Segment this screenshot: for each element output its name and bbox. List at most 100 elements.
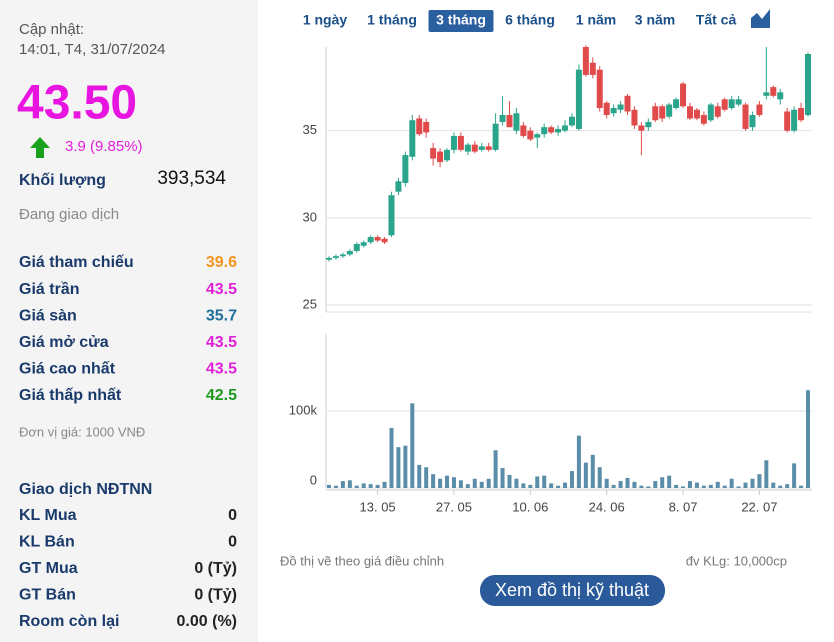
candle-body — [485, 146, 492, 150]
volume-bar — [368, 484, 373, 488]
volume-bar — [792, 463, 797, 488]
volume-bar — [757, 474, 762, 488]
tech-chart-button[interactable]: Xem đồ thị kỹ thuật — [480, 575, 665, 606]
candle-body — [527, 130, 534, 140]
volume-bar — [667, 475, 672, 488]
candle-body — [777, 92, 784, 100]
candle-body — [506, 114, 513, 128]
tab[interactable]: 3 năm — [635, 12, 675, 28]
volume-bar — [583, 462, 588, 488]
candle-body — [603, 102, 610, 115]
candle-body — [805, 53, 811, 115]
candle-body — [437, 151, 444, 163]
updated-time: 14:01, T4, 31/07/2024 — [19, 41, 166, 58]
volume-bar — [445, 475, 450, 488]
candle-body — [784, 111, 791, 131]
tab[interactable]: 1 năm — [576, 12, 616, 28]
candle-body — [423, 121, 430, 133]
candle-body — [444, 149, 451, 161]
volume-bar — [424, 467, 429, 488]
candle-body — [728, 99, 735, 109]
candle-body — [686, 106, 693, 119]
candle-body — [409, 120, 416, 157]
chart-icon[interactable] — [750, 8, 772, 30]
candle-body — [721, 99, 728, 110]
candle-body — [450, 135, 457, 150]
candle-body — [631, 109, 638, 126]
volume-bar — [771, 482, 776, 488]
volume-bar — [417, 464, 422, 488]
unit-note: Đơn vị giá: 1000 VNĐ — [19, 424, 145, 439]
y-tick-label: 0 — [310, 472, 317, 487]
volume-bar — [604, 478, 609, 488]
tab[interactable]: 6 tháng — [505, 12, 555, 28]
candle-body — [666, 104, 673, 117]
candle-body — [402, 155, 409, 183]
y-tick-label: 30 — [303, 209, 317, 224]
x-tick-label: 22. 07 — [741, 499, 777, 514]
button-bg — [480, 575, 665, 606]
updated-label: Cập nhật: — [19, 21, 84, 38]
tab[interactable]: 1 tháng — [367, 12, 417, 28]
volume-bar — [472, 478, 477, 488]
volume-bar — [542, 475, 547, 488]
candle-body — [791, 109, 798, 131]
volume-bar — [479, 481, 484, 488]
candle-body — [610, 108, 617, 114]
candle-body — [360, 242, 367, 246]
footnote-left: Đồ thị vẽ theo giá điều chỉnh — [280, 553, 444, 568]
tab[interactable]: Tất cả — [696, 12, 737, 28]
volume-bar — [340, 481, 345, 488]
candle-body — [534, 134, 541, 138]
candle-body — [714, 106, 721, 117]
volume-bar — [563, 482, 568, 488]
volume-bar — [590, 454, 595, 488]
volume-bar — [354, 485, 359, 488]
volume-bar — [722, 485, 727, 488]
candle-body — [520, 125, 527, 136]
candle-body — [659, 106, 666, 119]
volume-bar — [375, 484, 380, 488]
tab[interactable]: 1 ngày — [303, 12, 348, 28]
stat-label: Giá sàn — [19, 307, 77, 324]
foreign-label: GT Bán — [19, 587, 76, 604]
volume-bar — [396, 447, 401, 488]
volume-bar — [327, 484, 331, 488]
volume-bar — [778, 485, 783, 488]
candle-body — [735, 99, 742, 105]
candle-body — [513, 113, 520, 131]
candle-body — [339, 254, 346, 257]
volume-bar — [708, 484, 713, 488]
volume-bar — [431, 474, 436, 488]
candle-body — [798, 108, 805, 121]
y-tick-label: 100k — [289, 402, 318, 417]
candle-body — [416, 118, 423, 135]
volume-bar — [438, 478, 443, 488]
volume-bar — [701, 485, 706, 488]
volume-bar — [729, 478, 734, 488]
y-tick-label: 25 — [303, 296, 317, 311]
stat-value: 43.5 — [206, 361, 237, 378]
candle-body — [367, 237, 374, 243]
stat-label: Giá tham chiếu — [19, 254, 134, 271]
volume-bar — [493, 450, 498, 488]
volume-bar — [486, 478, 491, 488]
candle-body — [555, 128, 562, 133]
candle-body — [457, 135, 464, 150]
volume-bar — [785, 484, 790, 488]
candle-body — [624, 95, 631, 112]
volume-bar — [535, 476, 540, 488]
candle-body — [388, 195, 395, 236]
candle-body — [499, 114, 506, 122]
volume-bar — [806, 390, 810, 488]
x-tick-label: 27. 05 — [436, 499, 472, 514]
volume-bar — [618, 481, 623, 488]
volume-bar — [799, 485, 804, 488]
volume-bar — [549, 483, 554, 488]
candle-body — [353, 244, 360, 251]
tab[interactable]: 3 tháng — [436, 12, 486, 28]
volume-bar — [569, 471, 574, 488]
foreign-value: 0 — [228, 507, 237, 524]
foreign-value: 0 (Tỷ) — [194, 560, 237, 577]
candle-body — [693, 109, 700, 119]
